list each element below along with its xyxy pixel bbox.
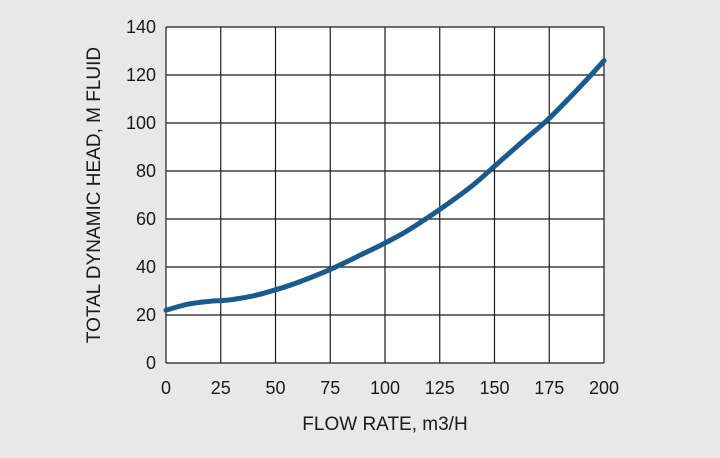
x-tick-label: 0 xyxy=(161,378,171,398)
grid xyxy=(165,26,605,364)
y-tick-label: 100 xyxy=(126,113,156,133)
x-tick-label: 50 xyxy=(265,378,285,398)
y-tick-label: 40 xyxy=(136,257,156,277)
y-tick-label: 80 xyxy=(136,161,156,181)
x-axis-ticks: 0 25 50 75 100 125 150 175 200 xyxy=(161,378,619,398)
x-tick-label: 75 xyxy=(320,378,340,398)
y-axis-title: TOTAL DYNAMIC HEAD, M FLUID xyxy=(84,47,105,343)
x-axis-title: FLOW RATE, m3/H xyxy=(302,414,467,435)
y-tick-label: 140 xyxy=(126,17,156,37)
y-axis-ticks: 0 20 40 60 80 100 120 140 xyxy=(126,17,156,373)
x-tick-label: 100 xyxy=(370,378,400,398)
series-layer xyxy=(163,58,607,313)
y-tick-label: 20 xyxy=(136,305,156,325)
x-tick-label: 200 xyxy=(589,378,619,398)
x-tick-label: 150 xyxy=(479,378,509,398)
x-tick-label: 125 xyxy=(425,378,455,398)
series-line xyxy=(163,58,607,313)
y-tick-label: 60 xyxy=(136,209,156,229)
y-tick-label: 0 xyxy=(146,353,156,373)
y-tick-label: 120 xyxy=(126,65,156,85)
x-tick-label: 25 xyxy=(211,378,231,398)
x-tick-label: 175 xyxy=(534,378,564,398)
